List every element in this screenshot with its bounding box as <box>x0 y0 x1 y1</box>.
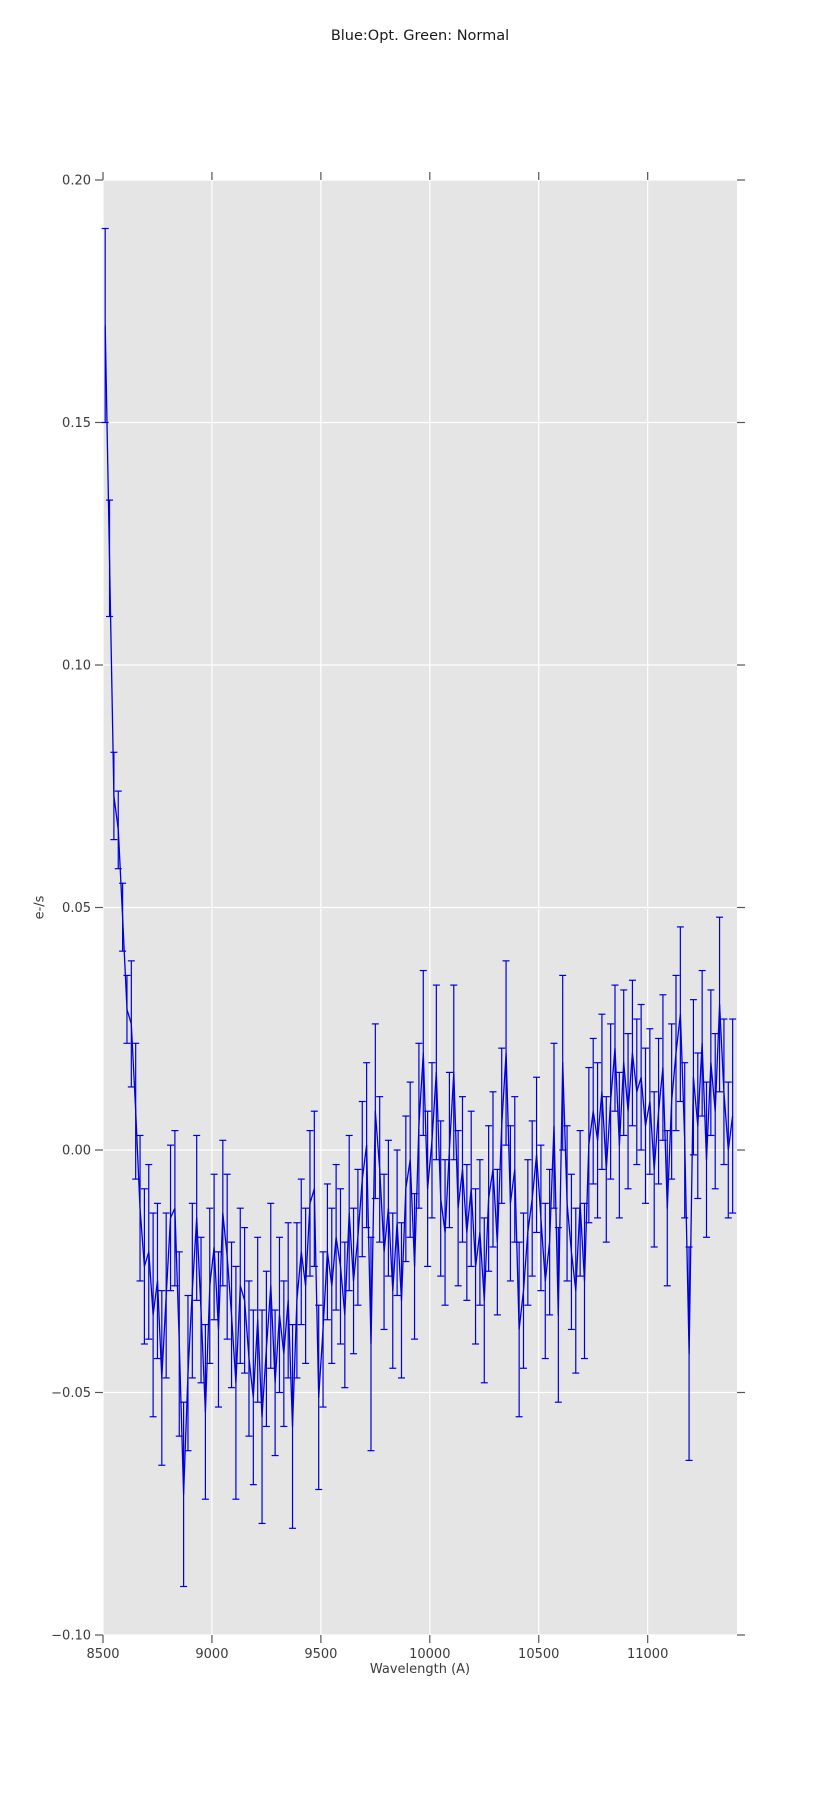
data-line <box>104 325 734 1495</box>
y-tick-label: −0.10 <box>51 1629 91 1644</box>
x-tick-label: 10000 <box>409 1647 450 1662</box>
y-tick-label: 0.00 <box>62 1144 91 1159</box>
x-axis-label: Wavelength (A) <box>369 1662 471 1677</box>
y-tick-label: 0.10 <box>62 659 91 674</box>
x-tick-label: 11000 <box>627 1647 668 1662</box>
x-tick-label: 8500 <box>86 1647 119 1662</box>
y-tick-label: −0.05 <box>51 1386 91 1401</box>
x-tick-label: 9000 <box>195 1647 228 1662</box>
x-tick-label: 10500 <box>518 1647 559 1662</box>
y-tick-label: 0.20 <box>62 174 91 189</box>
chart-title: Blue:Opt. Green: Normal <box>330 28 510 44</box>
x-tick-label: 9500 <box>304 1647 337 1662</box>
y-tick-label: 0.15 <box>62 416 91 431</box>
y-tick-label: 0.05 <box>62 901 91 916</box>
